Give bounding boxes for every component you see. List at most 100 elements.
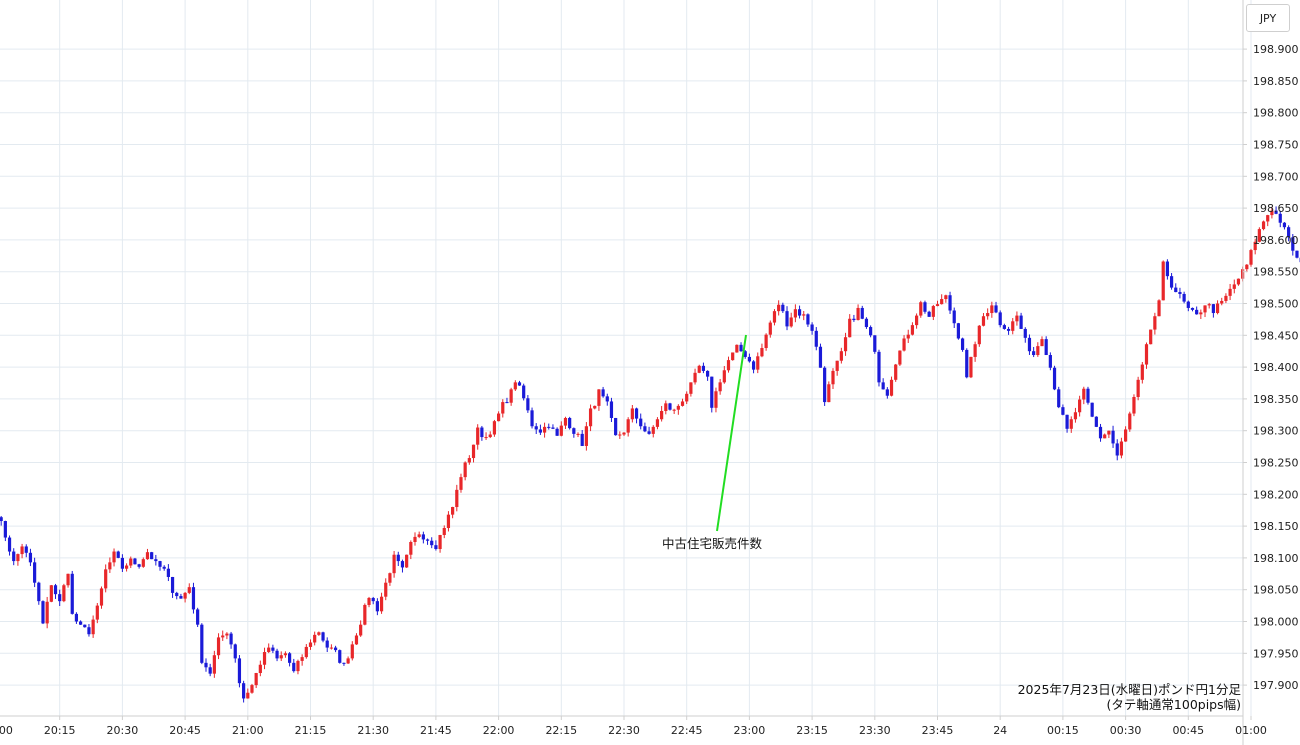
candle-body xyxy=(49,585,53,602)
candle-body xyxy=(572,428,576,434)
candle-body xyxy=(743,351,747,357)
candle-body xyxy=(455,489,459,508)
candle-body xyxy=(409,542,413,555)
candle-body xyxy=(62,585,66,602)
candle-body xyxy=(1073,412,1078,420)
candle-body xyxy=(1044,339,1048,356)
candle-body xyxy=(3,521,7,538)
candle-body xyxy=(1211,304,1215,314)
candle-body xyxy=(664,403,668,411)
candle-body xyxy=(568,417,572,429)
x-tick-label: 20:30 xyxy=(107,724,139,737)
candle-body xyxy=(601,389,605,397)
y-tick-label: 198.100 xyxy=(1253,552,1299,565)
candle-body xyxy=(647,431,651,434)
candle-body xyxy=(994,305,998,313)
y-tick-label: 198.750 xyxy=(1253,139,1299,152)
y-tick-label: 198.350 xyxy=(1253,393,1299,406)
candle-body xyxy=(359,624,363,636)
candle-body xyxy=(864,318,869,328)
candle-body xyxy=(1019,315,1023,329)
candle-body xyxy=(1253,241,1257,251)
annotation-label: 中古住宅販売件数 xyxy=(662,536,763,551)
y-tick-label: 197.950 xyxy=(1253,647,1299,660)
currency-label[interactable]: JPY xyxy=(1246,4,1290,32)
candles xyxy=(0,206,1300,703)
candle-body xyxy=(710,376,714,408)
candle-body xyxy=(208,667,212,674)
candle-body xyxy=(885,389,889,396)
candle-body xyxy=(1140,364,1144,380)
candle-body xyxy=(53,585,58,595)
candle-body xyxy=(923,302,927,312)
candle-body xyxy=(726,360,731,371)
candle-body xyxy=(906,334,910,339)
x-tick-label: 22:00 xyxy=(483,724,515,737)
candle-body xyxy=(292,662,296,672)
candle-body xyxy=(99,588,104,606)
candle-body xyxy=(768,322,772,335)
candle-body xyxy=(1052,367,1057,390)
candle-body xyxy=(1115,443,1119,456)
candle-body xyxy=(835,360,839,371)
candle-body xyxy=(860,307,864,319)
y-tick-label: 198.550 xyxy=(1253,266,1299,279)
candle-body xyxy=(944,295,948,300)
candle-body xyxy=(58,594,62,602)
x-tick-label: 23:45 xyxy=(922,724,954,737)
x-tick-label: 23:00 xyxy=(734,724,766,737)
candle-body xyxy=(655,419,660,427)
candle-body xyxy=(242,683,246,699)
candle-body xyxy=(145,552,150,560)
y-tick-label: 198.900 xyxy=(1253,43,1299,56)
candle-body xyxy=(522,385,526,399)
candle-body xyxy=(584,426,588,446)
candle-body xyxy=(639,418,643,427)
candle-body xyxy=(459,477,463,490)
candle-body xyxy=(747,356,751,362)
candle-body xyxy=(488,434,492,438)
candle-body xyxy=(563,417,568,426)
candle-body xyxy=(576,433,580,435)
candle-body xyxy=(593,405,597,409)
candle-body xyxy=(83,624,87,628)
candle-body xyxy=(308,642,313,647)
candle-body xyxy=(814,330,818,347)
candle-body xyxy=(329,647,333,649)
candle-body xyxy=(204,662,208,668)
candle-body xyxy=(375,601,379,612)
candle-body xyxy=(1032,351,1036,356)
x-tick-label: 21:30 xyxy=(357,724,389,737)
candle-body xyxy=(789,317,793,327)
candle-body xyxy=(1078,399,1082,413)
price-axis: 197.900 197.950 198.000 198.050 198.100 198.1… xyxy=(1243,43,1299,692)
candle-body xyxy=(1090,402,1094,417)
candle-body xyxy=(1023,328,1027,338)
candle-body xyxy=(187,587,191,593)
candle-body xyxy=(421,534,425,540)
candle-body xyxy=(1274,210,1278,214)
candle-body xyxy=(45,601,49,624)
candle-body xyxy=(1040,339,1044,347)
candle-body xyxy=(1224,295,1228,301)
candle-body xyxy=(1128,413,1132,430)
candle-body xyxy=(1161,261,1165,301)
candle-body xyxy=(588,408,593,427)
candle-body xyxy=(338,650,342,663)
candle-body xyxy=(509,389,513,403)
y-tick-label: 197.900 xyxy=(1253,679,1299,692)
candle-body xyxy=(793,309,797,318)
candle-body xyxy=(1048,355,1052,368)
candle-body xyxy=(986,313,990,317)
candle-body xyxy=(1011,321,1015,331)
candle-body xyxy=(555,428,559,436)
annotation-line xyxy=(716,334,747,532)
candle-body xyxy=(1190,307,1195,310)
candle-body xyxy=(1119,441,1124,456)
candle-body xyxy=(630,408,634,420)
candle-body xyxy=(41,601,45,624)
candle-body xyxy=(1103,434,1107,439)
candle-body xyxy=(513,382,517,390)
candle-body xyxy=(33,562,37,583)
candle-body xyxy=(1165,261,1169,277)
